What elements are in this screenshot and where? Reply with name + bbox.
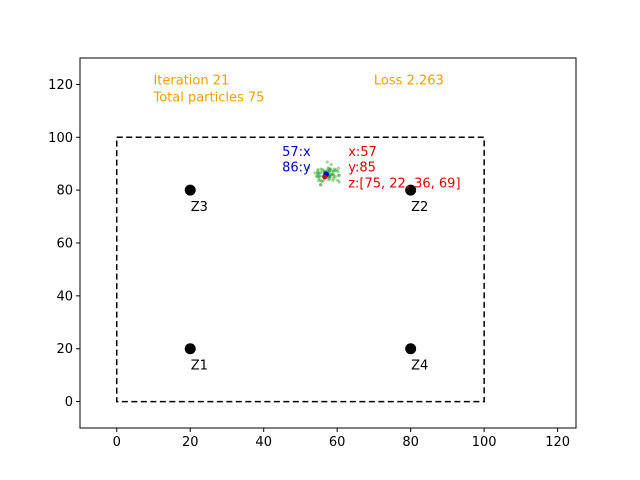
- y-tick-label: 120: [48, 78, 73, 93]
- y-tick-label: 60: [56, 237, 73, 252]
- x-tick-label: 80: [402, 435, 419, 450]
- particle: [336, 169, 340, 174]
- particle: [331, 178, 335, 182]
- particle: [317, 174, 321, 179]
- particle: [306, 165, 311, 170]
- best-point-red: [322, 174, 328, 180]
- x-tick-label: 20: [182, 435, 199, 450]
- x-tick-label: 100: [472, 435, 497, 450]
- particle: [318, 178, 323, 182]
- particle: [315, 174, 319, 179]
- particle: [333, 169, 337, 173]
- particle: [328, 174, 332, 178]
- particle: [337, 173, 342, 177]
- zone-marker: [405, 184, 417, 196]
- particle: [327, 168, 332, 173]
- particle: [317, 172, 321, 176]
- best-red-z-label: z:[75, 22, 36, 69]: [348, 177, 460, 192]
- ticks-layer: 0 20 40 60 80 100 120 0 20 40 60 80 100 120: [48, 78, 570, 450]
- particle: [316, 169, 320, 173]
- particle: [328, 167, 332, 171]
- particle: [320, 179, 324, 183]
- y-tick-label: 100: [48, 131, 73, 146]
- best-red-y-label: y:85: [348, 161, 376, 176]
- particle: [332, 173, 336, 177]
- best-blue-y-label: 86:y: [282, 161, 311, 176]
- loss-text: Loss 2.263: [374, 73, 444, 88]
- particle: [319, 170, 323, 174]
- particle: [328, 175, 332, 179]
- particle: [329, 172, 333, 177]
- particle: [319, 167, 323, 171]
- particle: [329, 162, 333, 167]
- particle: [327, 175, 331, 179]
- particle: [321, 179, 325, 183]
- particle: [315, 174, 319, 178]
- particle: [330, 172, 334, 177]
- total-particles-text: Total particles 75: [152, 91, 264, 106]
- zone-label: Z3: [191, 200, 208, 215]
- zone-marker: [184, 343, 196, 355]
- particle: [317, 176, 321, 180]
- particle: [336, 178, 340, 182]
- x-tick-label: 120: [545, 435, 570, 450]
- y-tick-label: 80: [56, 184, 73, 199]
- particle: [337, 180, 341, 184]
- particle: [331, 172, 335, 176]
- y-tick-label: 20: [56, 342, 73, 357]
- particle: [316, 171, 320, 176]
- particle: [317, 179, 321, 183]
- particle: [329, 167, 333, 171]
- particle: [331, 169, 336, 173]
- iteration-text: Iteration 21: [153, 73, 229, 88]
- y-tick-label: 0: [65, 395, 73, 410]
- particle: [318, 183, 322, 187]
- zone-label: Z1: [191, 359, 208, 374]
- particle: [334, 168, 338, 172]
- particle: [317, 174, 322, 178]
- x-tick-label: 60: [329, 435, 346, 450]
- zone-marker: [405, 343, 417, 355]
- particle: [326, 167, 331, 171]
- x-tick-label: 0: [113, 435, 121, 450]
- particle: [326, 166, 330, 170]
- particle: [336, 166, 341, 170]
- particle: [319, 182, 323, 187]
- plot-layer: Z1 Z2 Z3 Z4: [115, 136, 485, 403]
- particle: [332, 167, 336, 171]
- zone-label: Z4: [411, 359, 428, 374]
- particle: [313, 171, 317, 175]
- particle: [316, 171, 320, 175]
- particle: [320, 168, 325, 172]
- x-tick-label: 40: [255, 435, 272, 450]
- particle: [327, 178, 331, 182]
- particle: [333, 175, 337, 179]
- boundary-rect: [115, 136, 485, 403]
- particle: [327, 169, 332, 173]
- best-red-x-label: x:57: [348, 145, 377, 160]
- particle: [336, 173, 340, 178]
- zone-marker: [184, 184, 196, 196]
- particle: [325, 160, 329, 164]
- particle: [328, 174, 332, 178]
- particle: [331, 176, 336, 180]
- particle: [316, 168, 320, 172]
- zone-label: Z2: [411, 200, 428, 215]
- particle: [327, 177, 332, 181]
- annotations-layer: Iteration 21 Total particles 75 Loss 2.2…: [152, 73, 460, 191]
- particle: [330, 169, 334, 173]
- best-blue-x-label: 57:x: [282, 145, 311, 160]
- y-tick-label: 40: [56, 289, 73, 304]
